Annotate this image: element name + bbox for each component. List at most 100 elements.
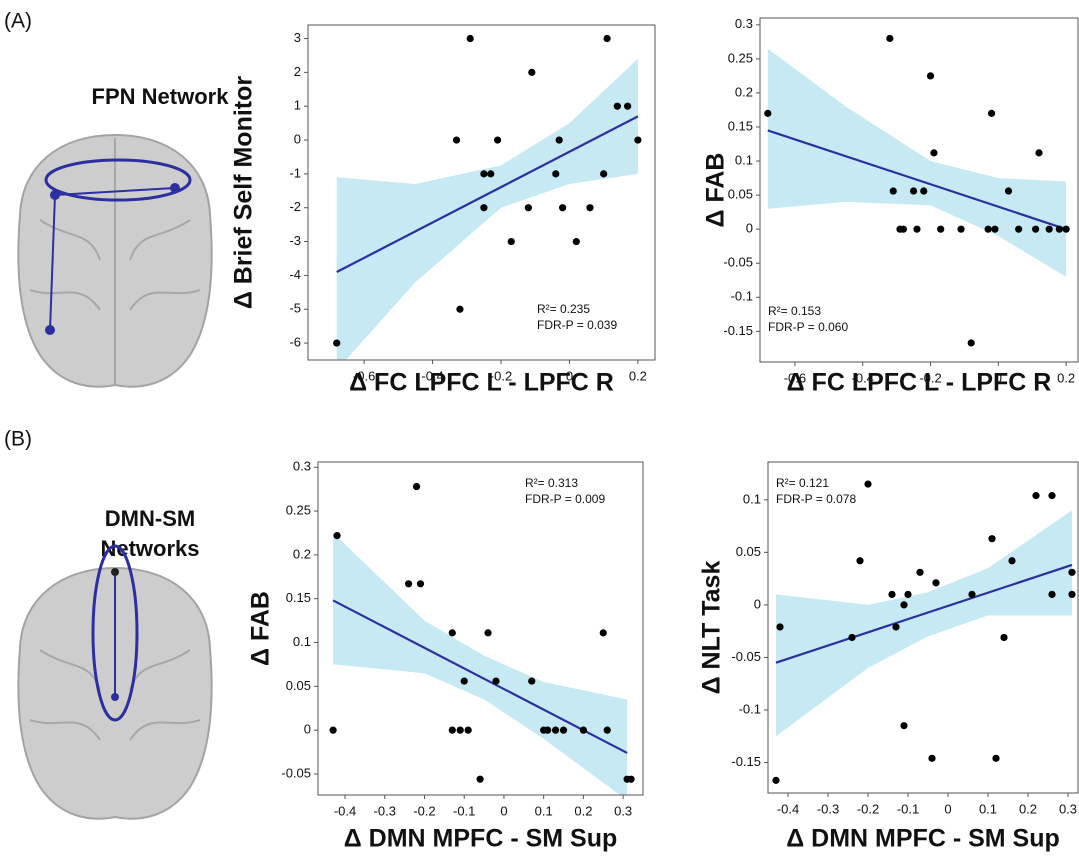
point [480,170,488,178]
y-tick-label: 0.1 [735,152,753,167]
panel-label: (A) [4,10,32,33]
y-tick-label: -5 [289,301,301,316]
point [892,623,900,631]
point [776,623,784,631]
point [333,339,341,347]
point [984,225,992,233]
plot-area [764,34,1070,347]
network-title: DMN-SM [105,506,195,531]
point [1035,149,1043,157]
annotation: R²= 0.313 [525,476,578,490]
y-tick-label: 0.3 [735,16,753,31]
y-tick-label: -4 [289,267,301,282]
point [888,590,896,599]
point [528,677,536,685]
point [412,482,421,491]
x-tick-label: 0 [944,801,951,816]
point [992,754,1000,762]
annotation: FDR-P = 0.078 [776,492,856,506]
point [480,204,488,212]
point [555,136,563,144]
point [886,34,894,43]
y-tick-label: 0.1 [743,491,761,506]
point [856,557,864,565]
y-tick-label: -0.15 [723,323,753,338]
confidence-band [767,48,1067,277]
point [507,237,515,246]
y-axis-label: Δ FAB [702,153,730,228]
point [909,187,918,195]
x-axis-label: Δ DMN MPFC - SM Sup [344,825,618,853]
confidence-band [336,58,638,360]
point [634,136,642,144]
point [627,775,635,783]
y-tick-label: 0.05 [728,187,753,202]
point [456,305,464,313]
plot-frame [317,461,644,796]
point [333,532,341,540]
point [899,225,908,233]
x-tick-label: -0.4 [852,370,874,385]
point [764,109,772,117]
point [988,535,996,543]
point [957,225,965,233]
y-tick-label: 0.2 [293,546,311,561]
point [1032,225,1040,233]
x-tick-label: -0.2 [857,801,879,816]
confidence-band [776,510,1072,737]
y-tick-label: -6 [289,335,301,350]
point [1048,492,1056,500]
y-tick-label: -0.1 [739,701,761,716]
point [464,726,472,734]
point [404,580,413,588]
point [492,677,500,685]
point [493,136,502,144]
point [848,633,856,642]
x-axis-label: Δ FC LPFC L - LPFC R [349,369,614,397]
point [460,677,468,685]
y-tick-label: 0.1 [293,634,311,649]
point [772,776,780,784]
point [967,339,975,347]
plot-area [333,34,642,360]
y-tick-label: 0.2 [735,84,753,99]
x-tick-label: -0.3 [374,803,396,818]
y-axis-label: Δ Brief Self Monitor [230,76,258,310]
point [904,590,912,599]
panel-label: (B) [4,428,32,451]
point [544,726,552,734]
y-tick-label: -2 [289,199,301,214]
point [552,170,560,178]
confidence-band [333,532,628,795]
point [1004,187,1013,195]
point [524,204,532,212]
x-tick-label: 0.2 [1019,801,1037,816]
x-tick-label: 0 [566,368,573,383]
y-axis-label: Δ FAB [247,591,275,666]
annotation: R²= 0.153 [768,304,821,318]
point [1055,225,1063,233]
y-tick-label: -0.1 [731,289,753,304]
annotation: FDR-P = 0.060 [768,320,848,334]
point [926,72,935,80]
point [932,579,940,587]
x-tick-label: 0.3 [1059,801,1077,816]
x-tick-label: 0.1 [979,801,997,816]
plot-frame [307,24,656,361]
network-title: FPN Network [92,84,230,109]
point [600,170,608,178]
x-tick-label: -0.2 [490,368,512,383]
point [559,204,567,212]
point [613,102,621,110]
x-tick-label: 0.2 [629,368,647,383]
x-tick-label: 0 [500,803,507,818]
y-tick-label: -0.05 [723,255,753,270]
fit-line [332,599,628,754]
annotation: FDR-P = 0.009 [525,492,605,506]
y-tick-label: 0.25 [728,50,753,65]
x-tick-label: 0 [995,370,1002,385]
point [448,726,456,734]
plot-area [772,480,1076,784]
point [599,629,607,637]
fit-line [336,115,639,273]
